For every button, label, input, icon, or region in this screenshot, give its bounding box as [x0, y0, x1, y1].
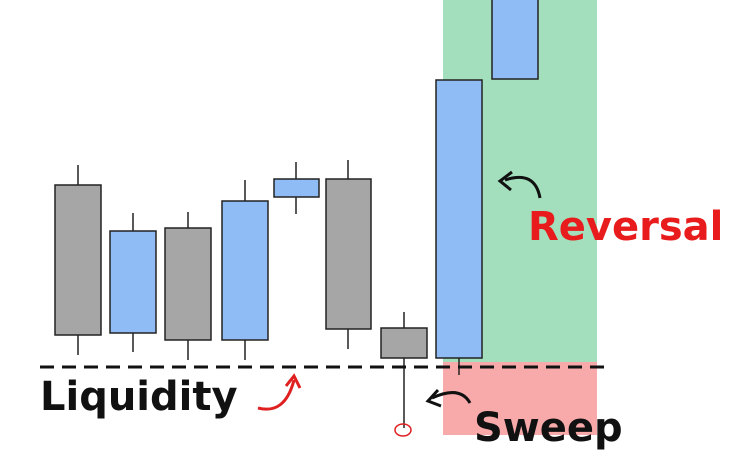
candle	[109, 230, 157, 334]
candle	[380, 327, 428, 359]
candle	[54, 184, 102, 336]
arrow	[431, 391, 472, 404]
candle	[325, 178, 372, 330]
candles	[54, 0, 539, 437]
candle	[164, 227, 212, 341]
arrow	[504, 175, 542, 199]
sweep-marker	[394, 423, 412, 437]
reversal-label: Reversal	[528, 204, 723, 250]
arrow-head	[425, 388, 442, 408]
candle	[435, 79, 483, 359]
liquidity-label: Liquidity	[40, 374, 238, 420]
candle	[273, 178, 320, 198]
candle	[491, 0, 539, 80]
candle	[221, 200, 269, 341]
arrow-head	[497, 170, 513, 192]
sweep-label: Sweep	[474, 405, 623, 451]
arrow	[257, 379, 296, 411]
arrow-head	[284, 373, 302, 389]
